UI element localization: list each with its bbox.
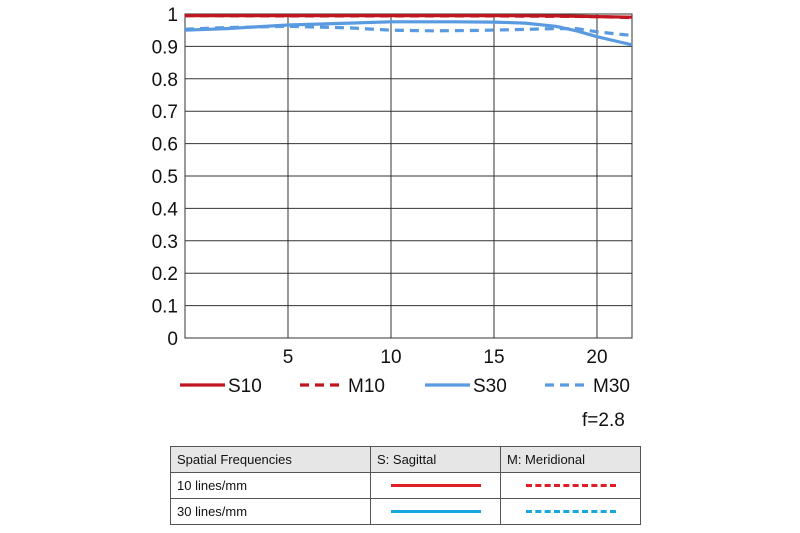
- row-label-10: 10 lines/mm: [170, 472, 371, 499]
- y-axis-ticks: 0 0.1 0.2 0.3 0.4 0.5 0.6 0.7 0.8 0.9 1: [152, 5, 179, 350]
- y-tick-label: 0.5: [152, 167, 178, 188]
- aperture-label: f=2.8: [582, 410, 625, 431]
- y-tick-label: 0: [167, 329, 178, 350]
- x-tick-label: 5: [283, 347, 294, 368]
- y-tick-label: 1: [167, 5, 178, 26]
- spatial-frequency-table: Spatial Frequencies S: Sagittal M: Merid…: [170, 446, 641, 525]
- y-tick-label: 0.9: [152, 37, 178, 58]
- chart-series: [184, 14, 633, 47]
- series-line-m30: [184, 24, 633, 37]
- y-tick-label: 0.3: [152, 232, 178, 253]
- y-tick-label: 0.7: [152, 102, 178, 123]
- row-label-30: 30 lines/mm: [170, 498, 371, 525]
- series-line-s30: [184, 20, 633, 47]
- table-row: 30 lines/mm: [170, 498, 641, 525]
- legend-label-s10: S10: [228, 376, 262, 397]
- x-axis-ticks: 5 10 15 20: [283, 347, 608, 368]
- legend-label-m30: M30: [593, 376, 630, 397]
- swatch-s10: [370, 472, 501, 499]
- swatch-m30: [500, 498, 641, 525]
- table-row: 10 lines/mm: [170, 472, 641, 499]
- header-spatial-frequencies: Spatial Frequencies: [170, 446, 371, 473]
- header-sagittal: S: Sagittal: [370, 446, 501, 473]
- chart-grid: [184, 13, 633, 339]
- y-tick-label: 0.1: [152, 297, 178, 318]
- y-tick-label: 0.2: [152, 264, 178, 285]
- mtf-chart: 0 0.1 0.2 0.3 0.4 0.5 0.6 0.7 0.8 0.9 1 5 10 15 20 S1…: [152, 5, 633, 397]
- x-tick-label: 20: [586, 347, 607, 368]
- x-tick-label: 10: [380, 347, 401, 368]
- table-header-row: Spatial Frequencies S: Sagittal M: Merid…: [170, 446, 641, 473]
- legend-label-s30: S30: [473, 376, 507, 397]
- y-tick-label: 0.6: [152, 135, 178, 156]
- chart-legend: S10 M10 S30 M30: [180, 376, 630, 397]
- swatch-s30: [370, 498, 501, 525]
- header-meridional: M: Meridional: [500, 446, 641, 473]
- legend-label-m10: M10: [348, 376, 385, 397]
- series-line-s10: [185, 14, 633, 19]
- x-tick-label: 15: [483, 347, 504, 368]
- y-tick-label: 0.8: [152, 70, 178, 91]
- swatch-m10: [500, 472, 641, 499]
- y-tick-label: 0.4: [152, 199, 179, 220]
